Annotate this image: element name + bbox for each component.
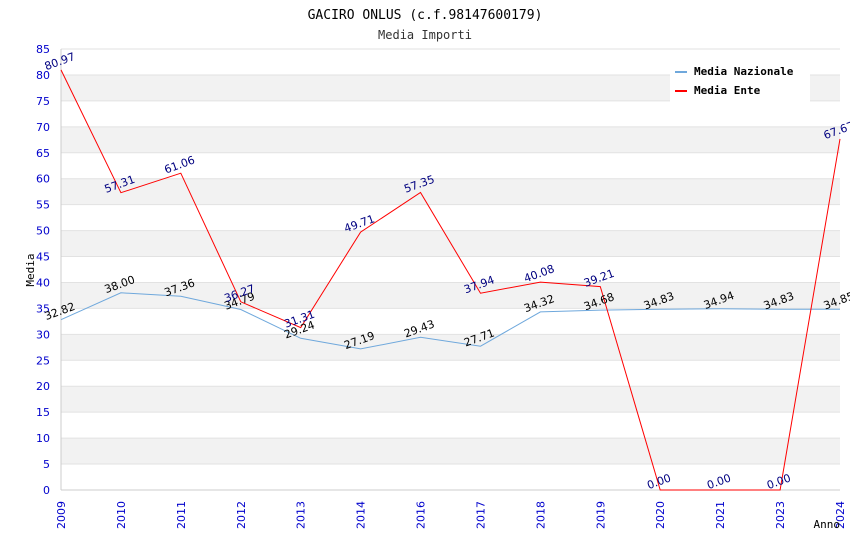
- grid-band: [61, 334, 840, 361]
- y-tick-label: 70: [36, 121, 50, 134]
- x-tick-label: 2016: [415, 501, 428, 529]
- legend: Media Nazionale Media Ente: [670, 60, 810, 102]
- legend-label-media-nazionale: Media Nazionale: [694, 65, 794, 78]
- y-tick-label: 35: [36, 302, 50, 315]
- data-label-media-ente: 0.00: [705, 471, 732, 492]
- x-tick-label: 2024: [834, 501, 847, 529]
- data-label-media-ente: 61.06: [163, 153, 197, 176]
- y-tick-label: 45: [36, 251, 50, 264]
- series-group: [60, 69, 841, 491]
- chart-subtitle: Media Importi: [378, 28, 472, 42]
- data-label-media-ente: 40.08: [522, 262, 556, 285]
- y-tick-label: 20: [36, 380, 50, 393]
- x-axis-ticks: 2009 2010 2011 2012 2013 2014 2016 2017 2018 2019…: [55, 501, 847, 529]
- grid-band: [61, 178, 840, 205]
- grid-lines: [61, 48, 840, 491]
- y-tick-label: 10: [36, 432, 50, 445]
- grid-band: [61, 282, 840, 309]
- grid-bands: [61, 74, 840, 465]
- x-tick-label: 2020: [654, 501, 667, 529]
- x-axis-label: Anno: [814, 518, 841, 531]
- x-tick-label: 2019: [594, 501, 607, 529]
- x-tick-label: 2009: [55, 501, 68, 529]
- x-tick-label: 2010: [115, 501, 128, 529]
- y-tick-label: 25: [36, 354, 50, 367]
- data-label-media-ente: 0.00: [765, 471, 792, 492]
- y-tick-label: 30: [36, 328, 50, 341]
- series-line-media-ente: [60, 69, 841, 491]
- x-tick-label: 2018: [534, 501, 547, 529]
- grid-band: [61, 386, 840, 413]
- x-tick-label: 2023: [774, 501, 787, 529]
- data-label-media-ente: 0.00: [645, 471, 672, 492]
- y-tick-label: 15: [36, 406, 50, 419]
- y-tick-label: 65: [36, 147, 50, 160]
- y-tick-label: 60: [36, 173, 50, 186]
- x-tick-label: 2011: [175, 501, 188, 529]
- series-line-media-nazionale: [60, 292, 841, 350]
- y-tick-label: 50: [36, 225, 50, 238]
- grid-band: [61, 438, 840, 465]
- y-tick-label: 80: [36, 69, 50, 82]
- chart-title: GACIRO ONLUS (c.f.98147600179): [308, 8, 543, 23]
- legend-box: [670, 60, 810, 102]
- grid-band: [61, 126, 840, 153]
- y-tick-label: 75: [36, 95, 50, 108]
- y-axis-label: Media: [24, 253, 37, 286]
- y-tick-label: 0: [43, 484, 50, 497]
- x-tick-label: 2017: [474, 501, 487, 529]
- legend-label-media-ente: Media Ente: [694, 84, 761, 97]
- y-axis-ticks: 0 5 10 15 20 25 30 35 40 45 50 55 60 65 70 75 80 85: [36, 43, 50, 497]
- y-tick-label: 40: [36, 276, 50, 289]
- x-tick-label: 2013: [295, 501, 308, 529]
- x-tick-label: 2021: [714, 501, 727, 529]
- x-tick-label: 2014: [355, 501, 368, 529]
- x-tick-label: 2012: [235, 501, 248, 529]
- y-tick-label: 85: [36, 43, 50, 56]
- y-tick-label: 55: [36, 199, 50, 212]
- y-tick-label: 5: [43, 458, 50, 471]
